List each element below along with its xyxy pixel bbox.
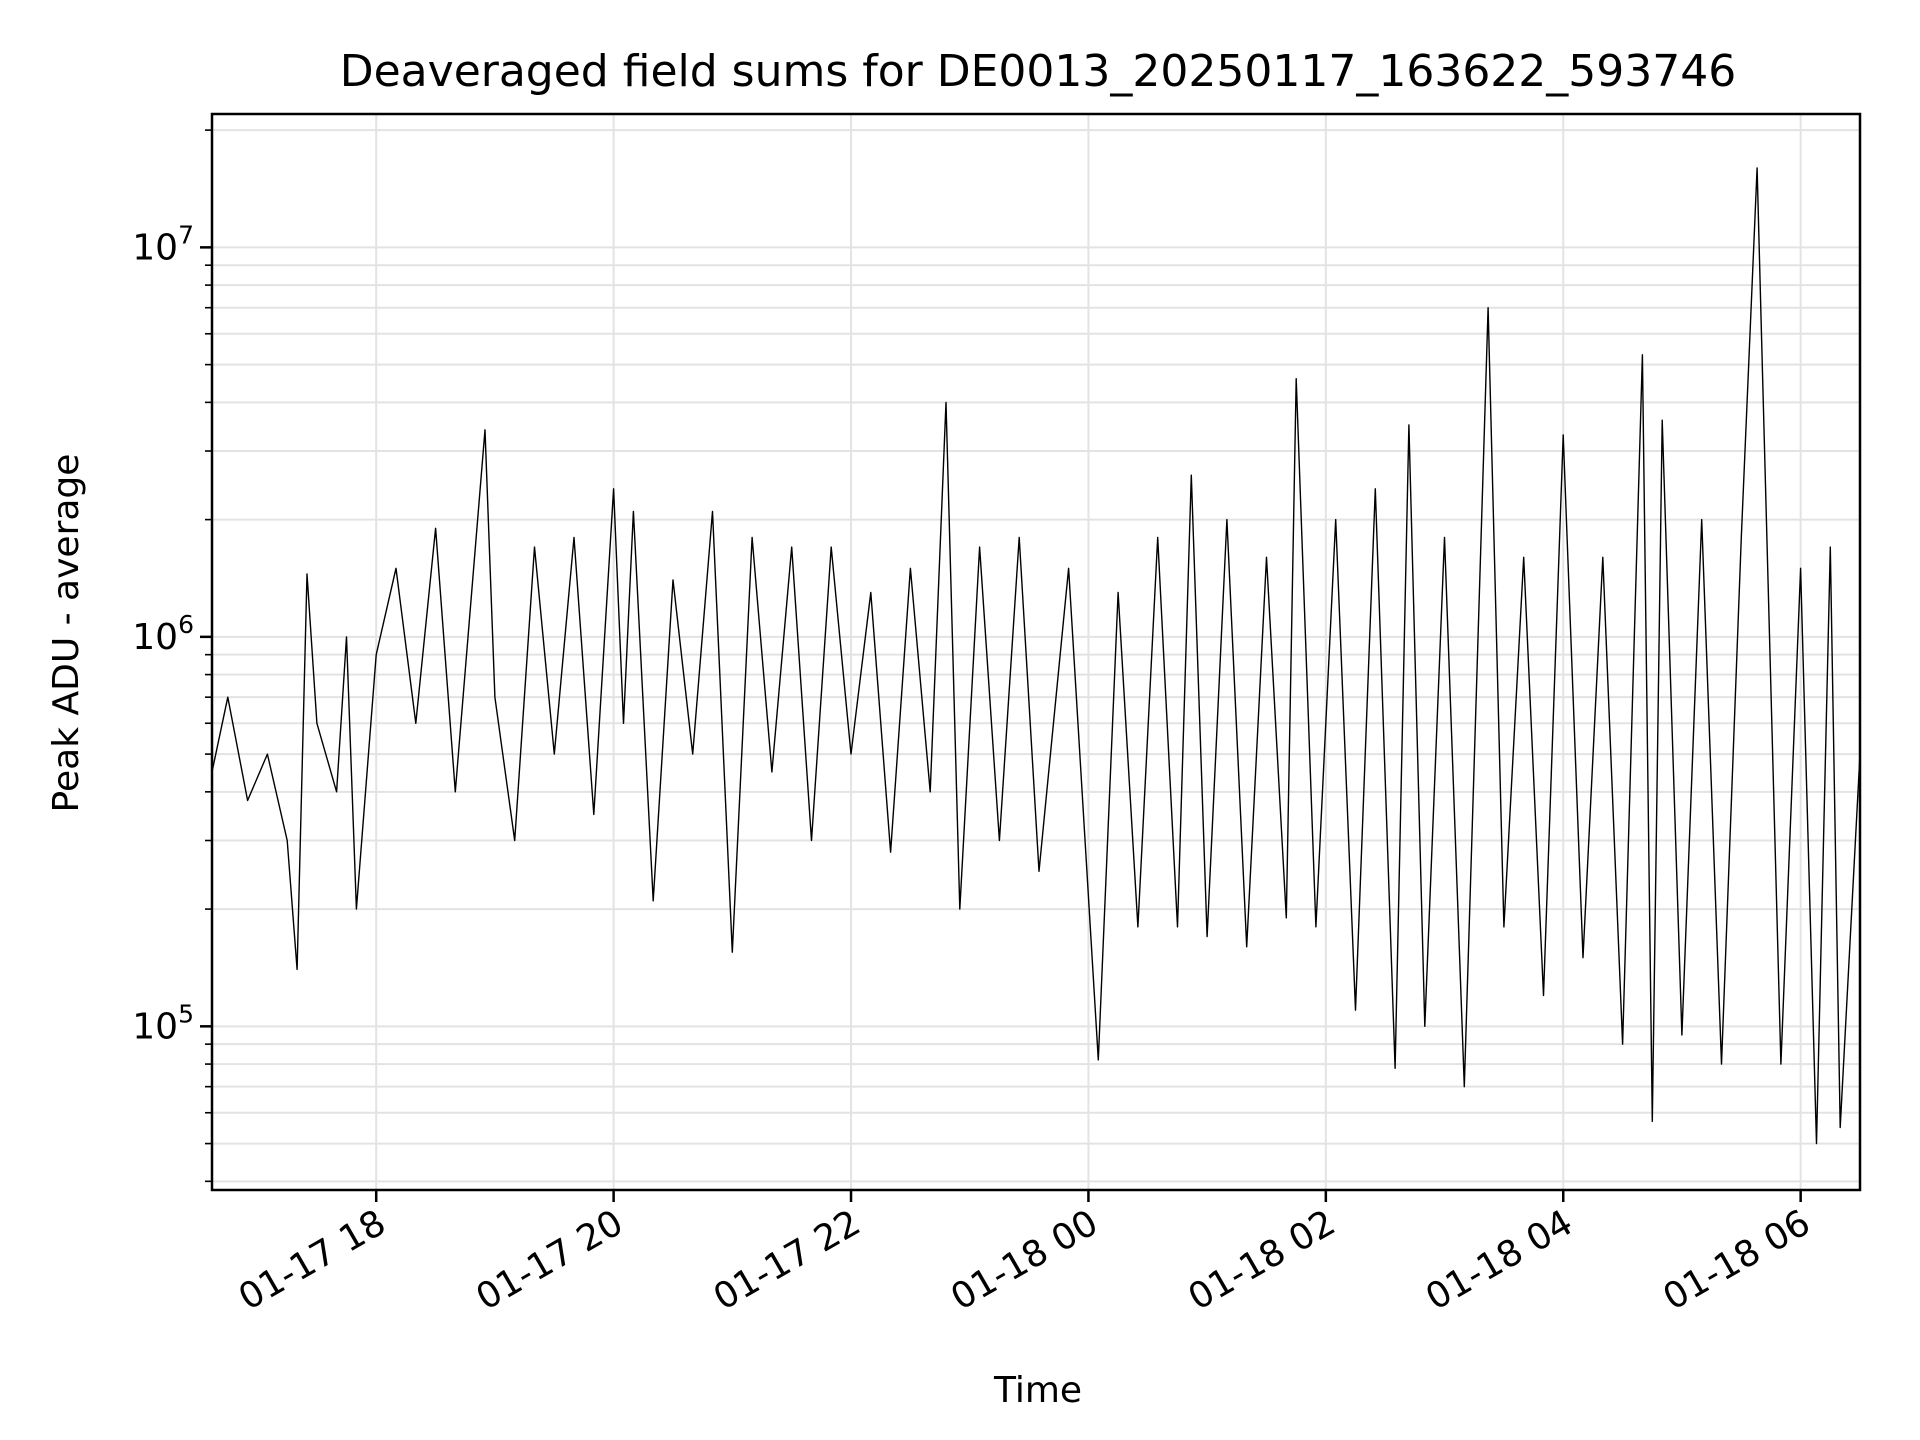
x-tick-label: 01-17 18	[232, 1202, 393, 1318]
x-tick-label: 01-18 06	[1656, 1202, 1817, 1318]
y-axis: 105 106 107	[132, 220, 212, 1047]
x-axis-label: Time	[993, 1370, 1082, 1411]
x-tick-label: 01-18 04	[1419, 1202, 1580, 1318]
plot-frame	[210, 112, 1862, 1192]
y-tick-label: 105	[132, 999, 194, 1047]
chart-title: Deaveraged field sums for DE0013_2025011…	[340, 46, 1737, 97]
grid-lines	[212, 114, 1860, 1190]
x-tick-label: 01-18 02	[1182, 1202, 1343, 1318]
series-line	[211, 167, 1861, 1145]
y-axis-label: Peak ADU - average	[46, 454, 87, 813]
x-tick-label: 01-17 20	[469, 1202, 630, 1318]
y-tick-label: 107	[132, 220, 194, 268]
y-tick-label: 106	[132, 610, 194, 658]
x-tick-label: 01-18 00	[944, 1202, 1105, 1318]
x-axis: 01-17 18 01-17 20 01-17 22 01-18 00 01-18 02…	[232, 1190, 1817, 1319]
x-tick-label: 01-17 22	[707, 1202, 868, 1318]
